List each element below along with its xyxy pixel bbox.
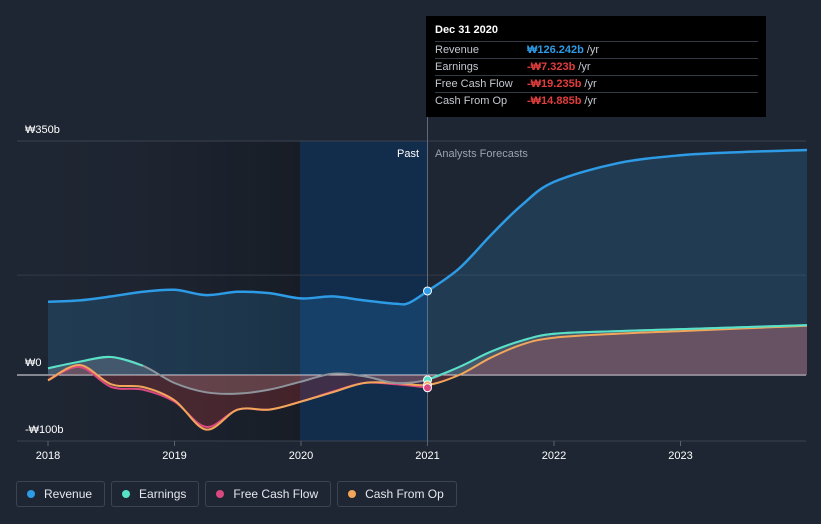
x-tick-label: 2023 <box>668 450 692 462</box>
legend-item-free-cash-flow[interactable]: Free Cash Flow <box>205 481 332 507</box>
past-label: Past <box>397 148 419 160</box>
revenue-line <box>47 148 808 306</box>
x-tick-label: 2021 <box>415 450 439 462</box>
tooltip-unit: /yr <box>584 95 597 107</box>
data-point-marker <box>423 286 432 296</box>
tooltip: Dec 31 2020 Revenue ₩126.242b /yr Earnin… <box>426 16 766 117</box>
x-tick-label: 2022 <box>542 450 566 462</box>
tooltip-value: -₩7.323b <box>527 61 576 73</box>
tooltip-label: Cash From Op <box>435 95 508 107</box>
tooltip-date: Dec 31 2020 <box>435 24 498 36</box>
tooltip-value: ₩126.242b <box>527 44 584 56</box>
x-tick-label: 2019 <box>162 450 186 462</box>
legend: Revenue Earnings Free Cash Flow Cash Fro… <box>16 481 457 509</box>
legend-item-revenue[interactable]: Revenue <box>16 481 106 507</box>
y-tick-label-zero: ₩0 <box>25 357 42 369</box>
tooltip-unit: /yr <box>586 44 600 56</box>
legend-label: Cash From Op <box>365 487 444 501</box>
tooltip-value: -₩19.235b <box>527 78 582 90</box>
forecast-label: Analysts Forecasts <box>435 148 528 160</box>
x-tick-label: 2018 <box>36 450 60 462</box>
tooltip-row-free-cash-flow: Free Cash Flow -₩19.235b /yr <box>435 75 758 92</box>
data-point-marker <box>423 383 432 393</box>
cash-from-op-line <box>47 324 808 431</box>
x-tick-label: 2020 <box>289 450 313 462</box>
legend-item-earnings[interactable]: Earnings <box>111 481 200 507</box>
legend-item-cash-from-op[interactable]: Cash From Op <box>337 481 457 507</box>
tooltip-label: Free Cash Flow <box>435 78 513 90</box>
revenue-dot-icon <box>27 490 35 498</box>
free-cash-flow-dot-icon <box>216 490 225 498</box>
revenue-area <box>48 150 807 375</box>
tooltip-value: -₩14.885b <box>527 95 582 107</box>
legend-label: Free Cash Flow <box>233 487 319 501</box>
legend-label: Revenue <box>44 487 93 501</box>
tooltip-unit: /yr <box>578 61 591 73</box>
past-highlight <box>300 141 427 441</box>
earnings-line-forecast <box>427 324 808 381</box>
tooltip-unit: /yr <box>584 78 597 90</box>
cash-from-op-dot-icon <box>348 490 357 498</box>
y-tick-label-bottom: -₩100b <box>25 424 64 436</box>
tooltip-row-revenue: Revenue ₩126.242b /yr <box>435 41 758 58</box>
tooltip-label: Revenue <box>435 44 480 56</box>
legend-label: Earnings <box>139 487 187 501</box>
tooltip-label: Earnings <box>435 61 479 73</box>
tooltip-row-cash-from-op: Cash From Op -₩14.885b /yr <box>435 92 758 109</box>
tooltip-row-earnings: Earnings -₩7.323b /yr <box>435 58 758 75</box>
earnings-line-early <box>47 355 144 370</box>
earnings-area <box>48 325 807 394</box>
y-tick-label-top: ₩350b <box>25 124 60 136</box>
earnings-dot-icon <box>122 490 131 498</box>
